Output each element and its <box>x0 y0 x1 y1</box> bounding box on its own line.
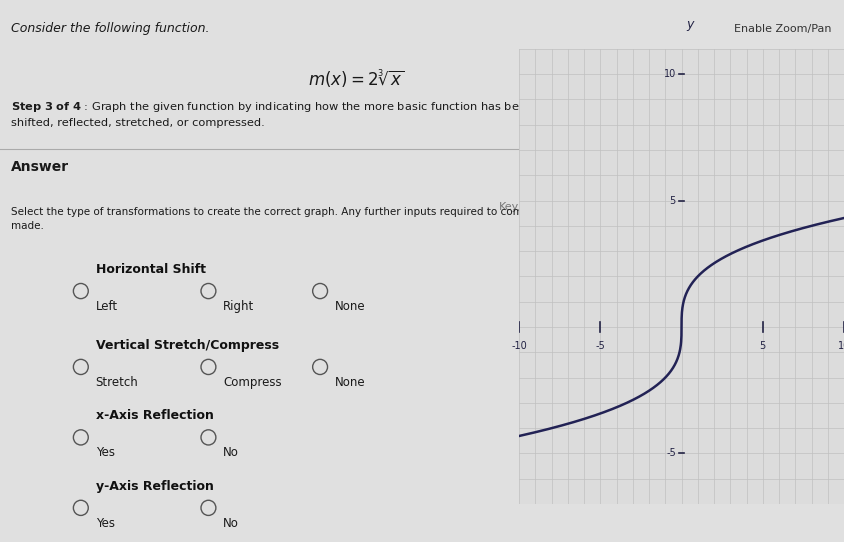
Text: -5: -5 <box>666 448 676 459</box>
Text: None: None <box>335 376 365 389</box>
Text: x-Axis Reflection: x-Axis Reflection <box>95 409 214 422</box>
Text: Compress: Compress <box>224 376 282 389</box>
Text: Consider the following function.: Consider the following function. <box>11 22 209 35</box>
Text: y-Axis Reflection: y-Axis Reflection <box>95 480 214 493</box>
Text: Enable Zoom/Pan: Enable Zoom/Pan <box>733 24 831 34</box>
Text: $m(x) = 2\sqrt[3]{x}$: $m(x) = 2\sqrt[3]{x}$ <box>308 68 404 89</box>
Text: 5: 5 <box>669 196 676 205</box>
Text: -10: -10 <box>511 341 527 351</box>
Text: Yes: Yes <box>95 446 115 459</box>
Text: y: y <box>686 18 694 31</box>
Text: Right: Right <box>224 300 255 313</box>
Text: -5: -5 <box>595 341 605 351</box>
Text: 10: 10 <box>663 69 676 79</box>
Text: Keyb: Keyb <box>499 202 527 211</box>
Text: Left: Left <box>95 300 118 313</box>
Text: Vertical Stretch/Compress: Vertical Stretch/Compress <box>95 339 279 352</box>
Text: No: No <box>224 517 239 530</box>
Text: Answer: Answer <box>11 160 68 174</box>
Text: 5: 5 <box>760 341 766 351</box>
Text: $\mathbf{Step\ 3\ of\ 4}$ : Graph the given function by indicating how the more : $\mathbf{Step\ 3\ of\ 4}$ : Graph the gi… <box>11 100 533 128</box>
Text: None: None <box>335 300 365 313</box>
Text: Stretch: Stretch <box>95 376 138 389</box>
Text: Horizontal Shift: Horizontal Shift <box>95 263 206 276</box>
Text: 10: 10 <box>838 341 844 351</box>
Text: Select the type of transformations to create the correct graph. Any further inpu: Select the type of transformations to cr… <box>11 207 822 231</box>
Text: No: No <box>224 446 239 459</box>
Text: Yes: Yes <box>95 517 115 530</box>
